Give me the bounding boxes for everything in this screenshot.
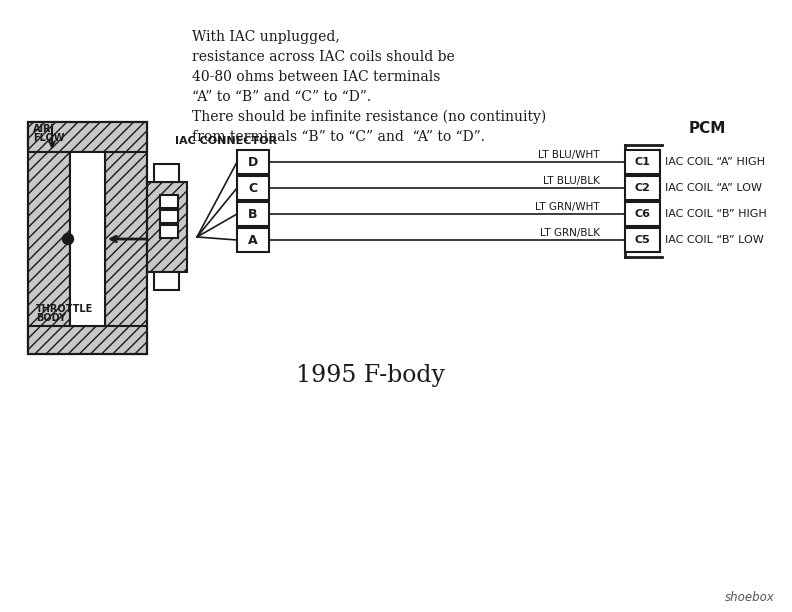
Text: C2: C2 bbox=[634, 183, 650, 193]
Text: A: A bbox=[248, 234, 258, 247]
Text: 1995 F-body: 1995 F-body bbox=[295, 364, 444, 387]
Text: PCM: PCM bbox=[689, 121, 726, 136]
Bar bbox=[237, 202, 269, 226]
Bar bbox=[147, 182, 187, 272]
Text: AIR: AIR bbox=[33, 124, 51, 134]
Text: IAC COIL “A” LOW: IAC COIL “A” LOW bbox=[665, 183, 762, 193]
Text: IAC CONNECTOR: IAC CONNECTOR bbox=[175, 136, 277, 146]
Bar bbox=[237, 228, 269, 252]
Text: IAC COIL “B” HIGH: IAC COIL “B” HIGH bbox=[665, 209, 767, 219]
Bar bbox=[625, 228, 660, 252]
Text: LT GRN/BLK: LT GRN/BLK bbox=[540, 228, 600, 238]
Circle shape bbox=[63, 234, 74, 245]
Text: LT GRN/WHT: LT GRN/WHT bbox=[535, 202, 600, 212]
Text: With IAC unplugged,: With IAC unplugged, bbox=[192, 30, 340, 44]
Text: D: D bbox=[248, 155, 258, 168]
Bar bbox=[28, 122, 147, 152]
Text: IAC COIL “A” HIGH: IAC COIL “A” HIGH bbox=[665, 157, 765, 167]
Bar bbox=[625, 176, 660, 200]
Text: LT BLU/BLK: LT BLU/BLK bbox=[543, 176, 600, 186]
Bar bbox=[160, 225, 178, 238]
Bar bbox=[625, 202, 660, 226]
Text: “A” to “B” and “C” to “D”.: “A” to “B” and “C” to “D”. bbox=[192, 90, 371, 104]
Bar bbox=[154, 272, 179, 290]
Text: C6: C6 bbox=[634, 209, 650, 219]
Bar bbox=[237, 176, 269, 200]
Bar bbox=[160, 195, 178, 208]
Bar bbox=[237, 150, 269, 174]
Text: B: B bbox=[248, 207, 257, 220]
Text: from terminals “B” to “C” and  “A” to “D”.: from terminals “B” to “C” and “A” to “D”… bbox=[192, 130, 485, 144]
Bar bbox=[28, 122, 70, 354]
Text: FLOW: FLOW bbox=[33, 133, 64, 143]
Text: 40-80 ohms between IAC terminals: 40-80 ohms between IAC terminals bbox=[192, 70, 440, 84]
Text: BODY: BODY bbox=[36, 313, 66, 323]
Bar bbox=[28, 122, 147, 354]
Text: C5: C5 bbox=[634, 235, 650, 245]
Text: shoebox: shoebox bbox=[725, 591, 775, 604]
Bar bbox=[160, 210, 178, 223]
Bar bbox=[625, 150, 660, 174]
Bar bbox=[28, 326, 147, 354]
Text: C1: C1 bbox=[634, 157, 650, 167]
Text: resistance across IAC coils should be: resistance across IAC coils should be bbox=[192, 50, 455, 64]
Bar bbox=[105, 122, 147, 354]
Bar bbox=[154, 164, 179, 182]
Text: THROTTLE: THROTTLE bbox=[36, 304, 93, 314]
Bar bbox=[70, 152, 105, 326]
Text: C: C bbox=[249, 182, 257, 195]
Text: LT BLU/WHT: LT BLU/WHT bbox=[539, 150, 600, 160]
Text: IAC COIL “B” LOW: IAC COIL “B” LOW bbox=[665, 235, 763, 245]
Text: There should be infinite resistance (no continuity): There should be infinite resistance (no … bbox=[192, 110, 546, 124]
